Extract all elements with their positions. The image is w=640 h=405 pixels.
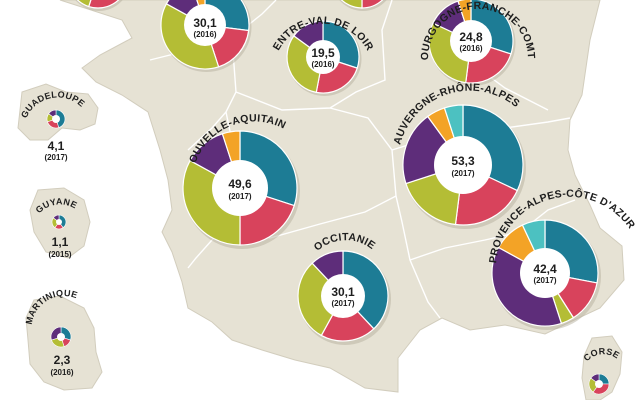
donut-segment: [55, 109, 66, 128]
donut-hole: [57, 333, 65, 341]
donut-ile-de-france-partial: [339, 0, 387, 11]
region-year: (2016): [193, 30, 216, 39]
region-value: 49,6: [228, 177, 252, 191]
donut-nord-partial: [75, 0, 123, 11]
mainland-france-shape: [59, 0, 625, 393]
donut-hole: [321, 274, 365, 318]
donut-segment: [361, 0, 384, 9]
donut-hole: [52, 115, 60, 123]
donut-hole: [56, 219, 62, 225]
donut-segment: [592, 383, 610, 395]
guyane-value: 1,1: [52, 235, 69, 249]
donut-guyane: [51, 214, 67, 230]
region-value: 30,1: [331, 285, 355, 299]
donut-corse: [588, 373, 610, 395]
donut-segment: [320, 294, 375, 342]
region-year: (2017): [228, 192, 251, 201]
donut-segment: [342, 250, 389, 330]
region-value: 24,8: [459, 30, 483, 44]
donut-hole: [184, 4, 226, 46]
region-value: 30,1: [193, 16, 217, 30]
region-year: (2017): [451, 169, 474, 178]
region-year: (2017): [533, 276, 556, 285]
donut-hole: [520, 248, 570, 298]
donut-occitanie: 30,1 (2017): [297, 250, 391, 345]
donut-segment: [76, 0, 92, 8]
donut-hole: [212, 160, 268, 216]
donut-segment: [87, 0, 120, 9]
region-year: (2017): [331, 299, 354, 308]
donut-hole: [450, 20, 492, 62]
donut-hole: [595, 380, 603, 388]
donut-segment: [297, 262, 344, 337]
martinique-year: (2016): [50, 368, 73, 377]
donut-martinique: [50, 326, 72, 348]
donut-nouvelle-aquitaine: 49,6 (2017): [182, 130, 300, 249]
donut-centre-val-de-loire: 19,5 (2016): [286, 20, 362, 96]
donut-segment: [340, 0, 363, 9]
region-year: (2016): [311, 60, 334, 69]
region-value: 42,4: [533, 262, 557, 276]
donut-bourgogne-franche-comte: 24,8 (2016): [428, 0, 516, 86]
region-value: 53,3: [451, 154, 475, 168]
guadeloupe-value: 4,1: [48, 139, 65, 153]
donut-provence-alpes-cote-dazur: 42,4 (2017): [491, 219, 601, 330]
region-value: 19,5: [311, 46, 335, 60]
martinique-value: 2,3: [54, 353, 71, 367]
donut-guadeloupe: [46, 109, 66, 129]
donut-hole: [434, 136, 492, 194]
donut-segment: [286, 35, 324, 94]
donut-normandie: 30,1 (2016): [160, 0, 252, 72]
donut-auvergne-rhone-alpes: 53,3 (2017): [402, 104, 526, 229]
region-year: (2016): [459, 44, 482, 53]
guadeloupe-year: (2017): [44, 153, 67, 162]
donut-hole: [306, 40, 340, 74]
guyane-year: (2015): [48, 250, 71, 259]
